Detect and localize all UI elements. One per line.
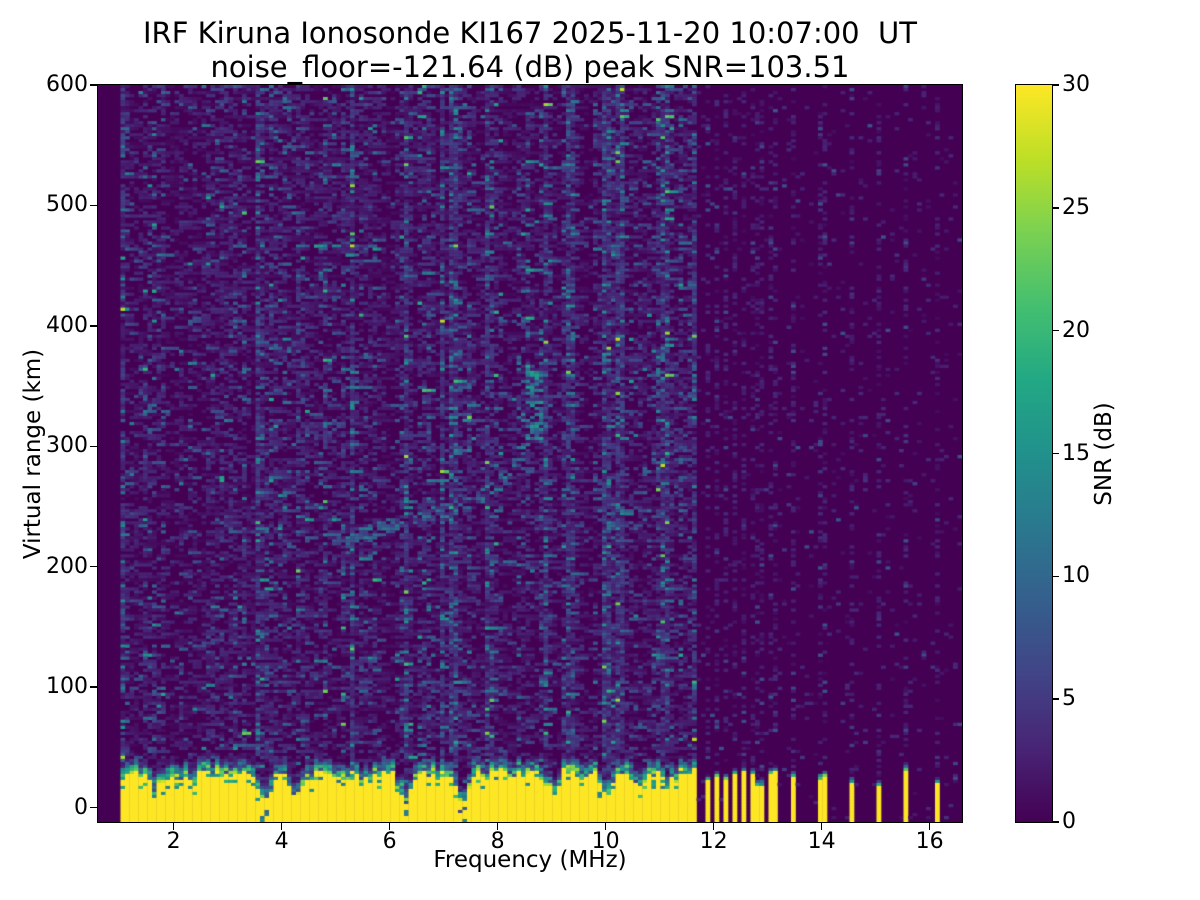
y-tick-mark: [90, 806, 97, 809]
y-tick-mark: [90, 686, 97, 688]
colorbar-tick-mark: [1053, 698, 1059, 700]
y-tick-mark: [90, 445, 97, 448]
colorbar-tick-label: 30: [1062, 72, 1090, 97]
colorbar-tick-mark: [1053, 207, 1059, 209]
x-tick-mark: [604, 823, 607, 830]
colorbar-tick-label: 0: [1062, 809, 1076, 834]
x-tick-mark: [388, 823, 391, 830]
plot-area: [97, 84, 963, 823]
y-tick-mark: [90, 565, 97, 568]
colorbar-tick-mark: [1053, 452, 1059, 455]
colorbar-tick-mark: [1053, 821, 1059, 823]
x-tick-mark: [172, 823, 175, 830]
colorbar-tick-mark: [1053, 84, 1059, 86]
y-tick-mark: [90, 325, 97, 327]
x-tick-mark: [280, 823, 283, 830]
y-tick-label: 200: [46, 553, 88, 579]
colorbar-tick-label: 5: [1062, 686, 1076, 712]
colorbar: [1015, 84, 1053, 823]
y-tick-mark: [90, 204, 97, 207]
x-tick-label: 2: [166, 829, 181, 854]
y-tick-label: 500: [46, 192, 88, 218]
x-tick-label: 16: [915, 829, 944, 854]
x-tick-label: 14: [807, 829, 836, 854]
chart-title: IRF Kiruna Ionosonde KI167 2025-11-20 10…: [143, 16, 917, 50]
colorbar-tick-mark: [1053, 575, 1059, 578]
x-tick-label: 6: [382, 829, 397, 854]
colorbar-tick-label: 25: [1062, 194, 1090, 220]
colorbar-tick-mark: [1053, 329, 1059, 332]
x-tick-label: 8: [490, 829, 505, 854]
colorbar-tick-label: 10: [1062, 563, 1090, 589]
colorbar-tick-label: 20: [1062, 317, 1090, 343]
y-tick-label: 600: [46, 72, 88, 97]
x-tick-label: 4: [274, 829, 289, 854]
y-tick-label: 100: [46, 674, 88, 700]
y-tick-label: 300: [46, 433, 88, 459]
colorbar-gradient: [1016, 85, 1052, 822]
y-tick-mark: [90, 84, 97, 86]
x-tick-mark: [496, 823, 499, 830]
x-tick-mark: [712, 823, 715, 830]
chart-subtitle: noise_floor=-121.64 (dB) peak SNR=103.51: [210, 50, 850, 84]
x-axis-label: Frequency (MHz): [433, 847, 627, 873]
y-tick-label: 400: [46, 312, 88, 338]
x-tick-label: 12: [699, 829, 728, 854]
x-tick-mark: [928, 823, 931, 830]
colorbar-tick-label: 15: [1062, 440, 1090, 466]
x-tick-label: 10: [591, 829, 620, 854]
y-tick-label: 0: [74, 794, 88, 820]
ionogram-heatmap-canvas: [98, 85, 962, 822]
x-tick-mark: [820, 823, 823, 830]
